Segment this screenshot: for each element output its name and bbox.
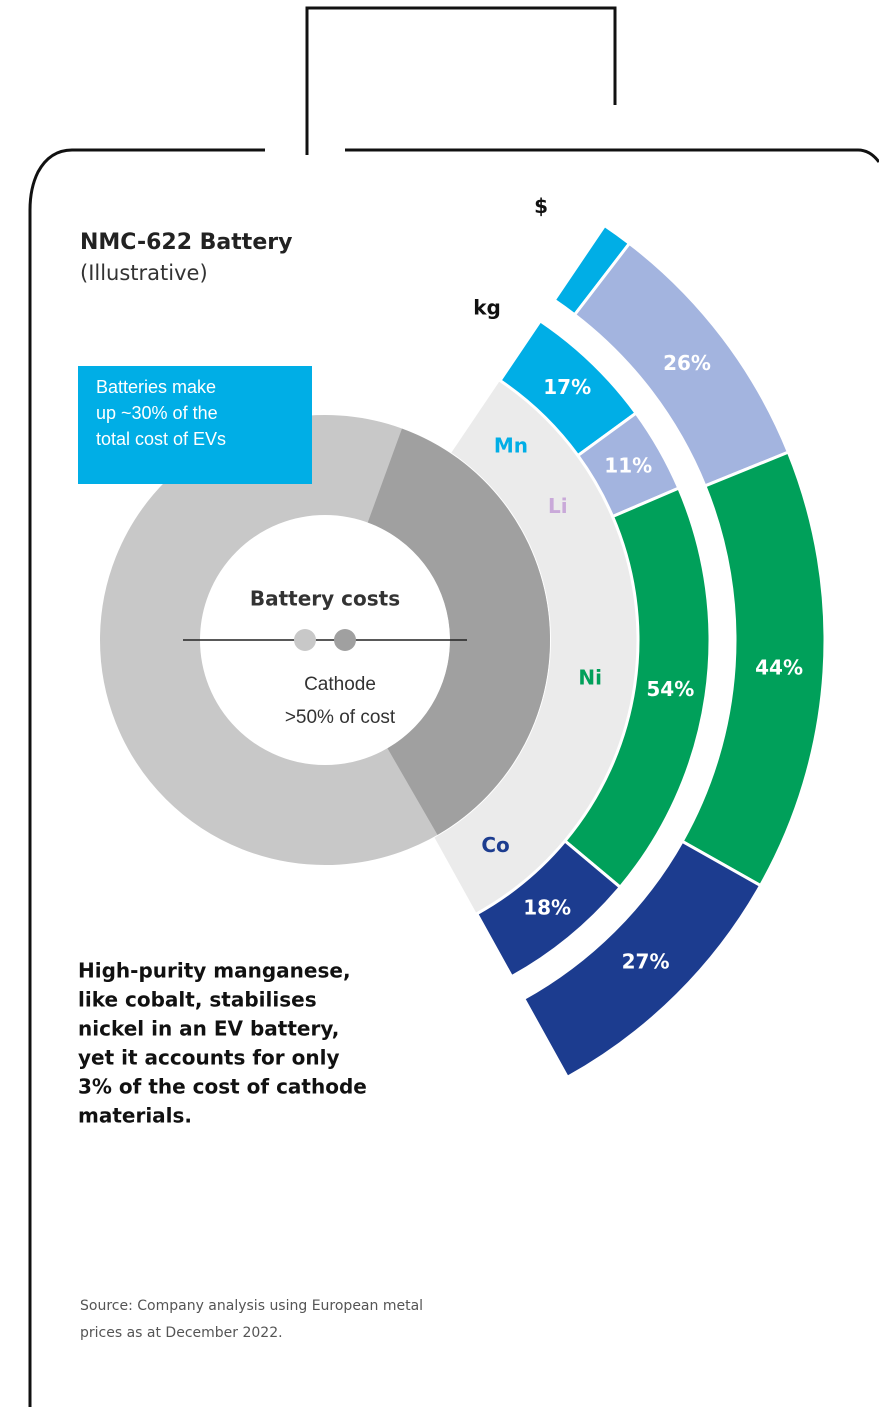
battery-outline-right <box>345 148 879 163</box>
element-label: Li <box>548 494 568 518</box>
dot <box>334 629 356 651</box>
donut-note: >50% of cost <box>285 707 396 728</box>
segment-label: 44% <box>755 656 803 680</box>
title: NMC-622 Battery <box>80 230 292 255</box>
body-text: 3% of the cost of cathode <box>78 1075 367 1099</box>
element-label: Mn <box>494 434 528 458</box>
element-band <box>434 380 638 914</box>
dot <box>294 629 316 651</box>
source: prices as at December 2022. <box>80 1325 283 1341</box>
body-text: like cobalt, stabilises <box>78 988 317 1012</box>
callout-text: up ~30% of the <box>96 403 218 423</box>
donut-note: Cathode <box>304 674 376 695</box>
ring-name: $ <box>534 194 548 218</box>
battery-terminal <box>305 6 617 155</box>
donut-cathode <box>367 428 551 835</box>
element-label: Ni <box>578 665 602 689</box>
body-text: nickel in an EV battery, <box>78 1017 339 1041</box>
subtitle: (Illustrative) <box>80 261 208 285</box>
chart: Battery costs Cathode >50% of cost kg 17% Mn 1… <box>100 194 827 1080</box>
body-text: yet it accounts for only <box>78 1046 340 1070</box>
source: Source: Company analysis using European … <box>80 1298 423 1314</box>
body-text: High-purity manganese, <box>78 959 351 983</box>
segment-label: 54% <box>646 677 694 701</box>
callout-text: Batteries make <box>96 377 216 397</box>
segment-label: 26% <box>663 351 711 375</box>
ring-segment <box>474 838 623 979</box>
segment-label: 27% <box>622 949 670 973</box>
callout-box <box>78 366 312 484</box>
segment-label: 11% <box>604 454 652 478</box>
ring-segment <box>521 839 763 1080</box>
body-text: materials. <box>78 1104 192 1128</box>
element-label: Co <box>481 833 509 857</box>
segment-label: 3% <box>640 224 674 248</box>
callout-text: total cost of EVs <box>96 429 226 449</box>
segment-label: 18% <box>523 896 571 920</box>
battery-outline-left <box>28 148 265 1407</box>
ring-name: kg <box>473 295 501 319</box>
donut-label: Battery costs <box>250 587 400 611</box>
segment-label: 17% <box>543 375 591 399</box>
